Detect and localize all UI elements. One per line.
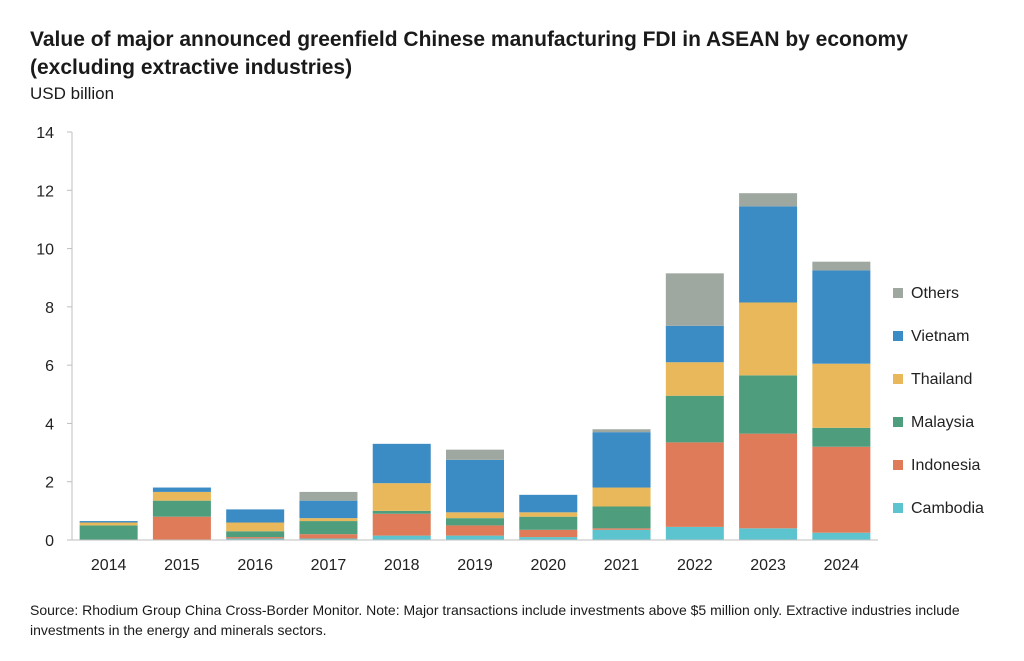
legend-swatch (893, 460, 903, 470)
x-axis: 2014 2015 2016 2017 2018 2019 2020 2021 2022 2023… (72, 539, 878, 574)
bar-segment-cambodia-2020 (519, 537, 578, 540)
x-tick-label: 2020 (530, 557, 566, 574)
bar-segment-indonesia-2017 (299, 534, 358, 539)
bar-segment-vietnam-2024 (812, 270, 871, 364)
bar-segment-cambodia-2017 (299, 538, 358, 540)
bar-segment-vietnam-2017 (299, 500, 358, 519)
bar-segment-indonesia-2015 (152, 516, 211, 540)
legend-label: Vietnam (911, 328, 969, 345)
bars (79, 193, 871, 540)
legend-swatch (893, 417, 903, 427)
bar-segment-thailand-2019 (446, 512, 504, 519)
y-tick-label: 14 (36, 125, 54, 142)
bar-segment-malaysia-2024 (812, 427, 871, 447)
bar-segment-vietnam-2015 (152, 487, 211, 492)
bar-segment-cambodia-2016 (226, 538, 285, 540)
unit-label: USD billion (30, 84, 115, 103)
bar-segment-thailand-2023 (739, 302, 798, 376)
y-tick-label: 2 (45, 475, 54, 492)
legend: Others Vietnam Thailand Malaysia Indonesia Ca… (893, 285, 984, 517)
bar-segment-others-2024 (812, 261, 871, 271)
y-tick-label: 6 (45, 358, 54, 375)
stacked-bar-chart: 0 2 4 6 8 10 12 14 2014 2015 2016 2017 2018 2019 2020… (36, 125, 984, 574)
bar-segment-malaysia-2020 (519, 516, 578, 530)
bar-segment-indonesia-2022 (665, 442, 724, 527)
bar-segment-indonesia-2018 (372, 513, 431, 536)
bar-segment-cambodia-2022 (665, 526, 724, 540)
y-tick-label: 8 (45, 300, 54, 317)
bar-segment-cambodia-2023 (739, 528, 798, 540)
bar-segment-malaysia-2019 (446, 518, 504, 526)
x-tick-label: 2019 (457, 557, 493, 574)
x-tick-label: 2018 (384, 557, 420, 574)
bar-segment-thailand-2021 (592, 487, 651, 507)
bar-segment-indonesia-2020 (519, 529, 578, 538)
y-tick-label: 0 (45, 533, 54, 550)
bar-segment-thailand-2022 (665, 362, 724, 396)
bar-segment-malaysia-2014 (79, 525, 138, 540)
bar-segment-malaysia-2015 (152, 500, 211, 517)
x-tick-label: 2021 (604, 557, 640, 574)
bar-segment-cambodia-2019 (446, 535, 504, 540)
legend-label: Thailand (911, 371, 972, 388)
legend-swatch (893, 288, 903, 298)
bar-segment-thailand-2015 (152, 491, 211, 501)
x-tick-label: 2023 (750, 557, 786, 574)
x-tick-label: 2017 (311, 557, 347, 574)
bar-segment-thailand-2017 (299, 518, 358, 522)
source-note: Source: Rhodium Group China Cross-Border… (30, 602, 960, 638)
bar-segment-indonesia-2016 (226, 537, 285, 539)
x-tick-label: 2015 (164, 557, 200, 574)
bar-segment-malaysia-2021 (592, 506, 651, 529)
y-tick-label: 4 (45, 416, 54, 433)
y-tick-label: 10 (36, 242, 54, 259)
bar-segment-indonesia-2024 (812, 446, 871, 533)
bar-segment-cambodia-2018 (372, 535, 431, 540)
bar-segment-malaysia-2023 (739, 375, 798, 434)
bar-segment-cambodia-2021 (592, 529, 651, 540)
bar-segment-others-2022 (665, 273, 724, 326)
bar-segment-malaysia-2022 (665, 395, 724, 443)
bar-segment-malaysia-2016 (226, 531, 285, 538)
legend-swatch (893, 503, 903, 513)
y-axis: 0 2 4 6 8 10 12 14 (36, 125, 73, 550)
bar-segment-indonesia-2023 (739, 433, 798, 529)
bar-segment-thailand-2016 (226, 522, 285, 532)
bar-segment-vietnam-2022 (665, 325, 724, 363)
bar-segment-others-2017 (299, 491, 358, 501)
legend-label: Cambodia (911, 500, 984, 517)
bar-segment-others-2019 (446, 449, 504, 460)
bar-segment-vietnam-2020 (519, 494, 578, 513)
legend-label: Indonesia (911, 457, 980, 474)
legend-swatch (893, 331, 903, 341)
legend-label: Others (911, 285, 959, 302)
bar-segment-indonesia-2019 (446, 525, 504, 536)
bar-segment-vietnam-2019 (446, 459, 504, 513)
legend-label: Malaysia (911, 414, 974, 431)
x-tick-label: 2024 (824, 557, 860, 574)
bar-segment-thailand-2014 (79, 522, 138, 526)
bar-segment-vietnam-2023 (739, 206, 798, 303)
chart-title: Value of major announced greenfield Chin… (30, 28, 908, 79)
y-tick-label: 12 (36, 183, 54, 200)
bar-segment-vietnam-2018 (372, 443, 431, 484)
x-tick-label: 2016 (237, 557, 273, 574)
bar-segment-thailand-2024 (812, 363, 871, 428)
bar-segment-others-2023 (739, 193, 798, 207)
bar-segment-indonesia-2021 (592, 528, 651, 530)
bar-segment-vietnam-2016 (226, 509, 285, 523)
bar-segment-thailand-2018 (372, 483, 431, 511)
bar-segment-others-2021 (592, 429, 651, 433)
bar-segment-cambodia-2024 (812, 532, 871, 540)
bar-segment-thailand-2020 (519, 512, 578, 517)
x-tick-label: 2014 (91, 557, 127, 574)
legend-swatch (893, 374, 903, 384)
bar-segment-vietnam-2021 (592, 432, 651, 488)
bar-segment-malaysia-2017 (299, 521, 358, 535)
bar-segment-vietnam-2014 (79, 521, 138, 523)
x-tick-label: 2022 (677, 557, 713, 574)
bar-segment-malaysia-2018 (372, 510, 431, 514)
